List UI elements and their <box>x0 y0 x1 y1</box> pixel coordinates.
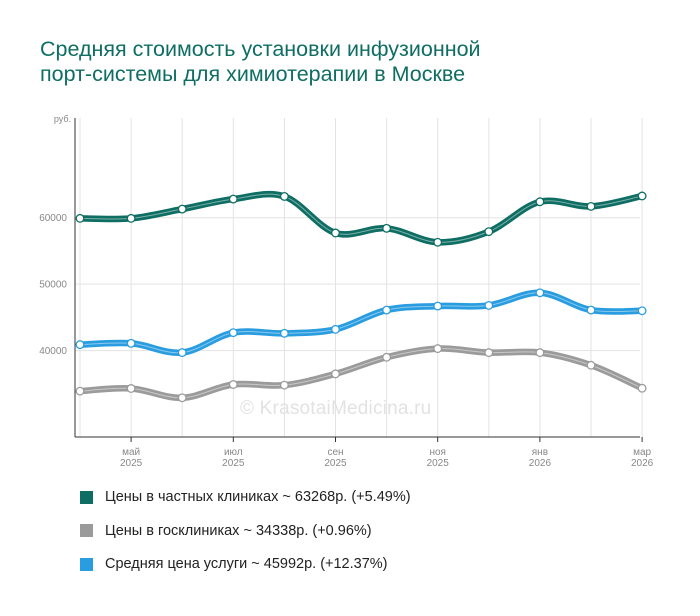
x-tick-label-year: 2025 <box>427 458 450 469</box>
x-tick-label-month: янв <box>532 447 548 458</box>
legend-label-average: Средняя цена услуги ~ 45992р. (+12.37%) <box>105 556 388 572</box>
x-tick-label-month: сен <box>327 447 343 458</box>
data-point <box>637 383 647 393</box>
x-tick-label-month: июл <box>224 447 243 458</box>
data-point <box>586 201 596 211</box>
data-point <box>535 197 545 207</box>
x-tick-label-year: 2026 <box>529 458 552 469</box>
watermark: © KrasotaiMedicina.ru <box>240 398 432 419</box>
x-tick-label-month: май <box>122 447 140 458</box>
data-point <box>433 237 443 247</box>
data-point <box>126 338 136 348</box>
data-point <box>177 393 187 403</box>
y-tick-label: 60000 <box>39 213 67 224</box>
y-axis-unit: руб. <box>54 114 71 124</box>
data-point <box>484 348 494 358</box>
data-point <box>637 191 647 201</box>
series-line <box>79 289 643 357</box>
data-point <box>228 380 238 389</box>
x-tick-label-month: мар <box>633 447 651 458</box>
data-point <box>484 227 494 237</box>
x-tick-label-year: 2025 <box>120 458 143 469</box>
data-point <box>484 300 494 310</box>
data-point <box>535 348 545 358</box>
grid-layer <box>75 118 643 437</box>
data-point <box>126 213 136 223</box>
series-line-highlight <box>79 348 643 399</box>
legend-swatch-private <box>80 490 93 504</box>
data-point <box>382 352 392 362</box>
data-point <box>586 360 596 370</box>
chart-title-line-1: Средняя стоимость установки инфузионной <box>40 37 481 61</box>
data-point <box>382 223 392 233</box>
data-point <box>433 344 443 354</box>
legend-label-public: Цены в госклиниках ~ 34338р. (+0.96%) <box>105 522 372 539</box>
data-point <box>637 306 647 316</box>
data-point <box>433 301 443 311</box>
data-point <box>331 228 340 238</box>
data-point <box>177 348 187 358</box>
axes-layer: 400005000060000руб.май2025июл2025сен2025… <box>39 114 653 469</box>
x-tick-label-year: 2025 <box>324 458 347 469</box>
data-point <box>331 324 340 334</box>
data-point <box>586 305 596 315</box>
legend-swatch-public <box>80 524 93 537</box>
x-tick-label-month: ноя <box>429 447 446 458</box>
data-point <box>535 288 545 298</box>
data-point <box>75 386 85 396</box>
y-tick-label: 40000 <box>39 346 67 357</box>
legend: Цены в частных клиниках ~ 63268р. (+5.49… <box>80 488 411 589</box>
legend-item-private[interactable]: Цены в частных клиниках ~ 63268р. (+5.49… <box>80 488 411 506</box>
data-point <box>279 328 289 338</box>
x-tick-label-year: 2025 <box>222 458 245 469</box>
data-point <box>331 369 340 379</box>
series-layer <box>75 190 647 403</box>
chart-title: Средняя стоимость установки инфузионной … <box>40 37 660 87</box>
data-point <box>279 191 289 201</box>
data-point <box>228 194 238 204</box>
data-point <box>382 305 392 315</box>
legend-item-average[interactable]: Средняя цена услуги ~ 45992р. (+12.37%) <box>80 555 411 573</box>
data-point <box>228 328 238 338</box>
data-point <box>75 340 85 350</box>
data-point <box>126 384 136 393</box>
x-tick-label-year: 2026 <box>631 458 654 469</box>
data-point <box>75 213 85 223</box>
chart-title-line-2: порт-системы для химиотерапии в Москве <box>40 62 466 86</box>
y-tick-label: 50000 <box>39 280 67 291</box>
legend-item-public[interactable]: Цены в госклиниках ~ 34338р. (+0.96%) <box>80 522 411 540</box>
data-point <box>177 204 187 214</box>
data-point <box>279 380 289 390</box>
legend-swatch-average <box>80 557 93 571</box>
legend-label-private: Цены в частных клиниках ~ 63268р. (+5.49… <box>105 489 411 505</box>
